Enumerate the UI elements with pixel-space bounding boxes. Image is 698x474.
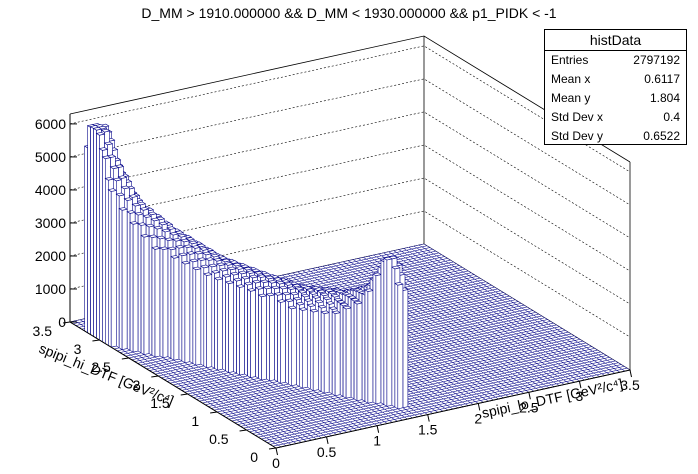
bin-bar xyxy=(117,175,128,179)
bin-bar xyxy=(95,131,106,136)
bin-bar xyxy=(228,282,234,374)
bin-bar xyxy=(118,207,128,211)
z-gridline xyxy=(69,78,631,206)
bin-bar xyxy=(247,288,251,379)
bin-bar xyxy=(102,156,106,345)
bin-bar xyxy=(87,125,91,336)
bin-bar xyxy=(151,247,156,358)
bin-bar xyxy=(285,299,289,385)
bin-bar xyxy=(233,278,237,374)
bin-bar xyxy=(99,148,103,343)
bin-bar xyxy=(290,307,297,387)
bin-bar xyxy=(255,286,259,379)
bin-bar xyxy=(110,190,117,348)
bin-bar xyxy=(109,165,120,170)
bin-bar xyxy=(162,248,169,359)
bin-bar xyxy=(140,234,145,356)
bin-bar xyxy=(195,268,202,366)
bin-bar xyxy=(98,147,109,151)
bin-bar xyxy=(181,261,186,364)
bin-bar xyxy=(225,281,229,374)
bin-bar xyxy=(173,256,180,361)
bin-bar xyxy=(189,259,194,365)
bin-bar xyxy=(261,295,267,381)
bin-bar xyxy=(137,223,142,354)
bin-bar xyxy=(296,302,300,388)
bin-bar xyxy=(96,132,100,341)
bin-bar xyxy=(148,235,153,356)
bin-bar xyxy=(200,265,205,367)
bin-bar xyxy=(211,270,215,370)
bin-bar xyxy=(206,274,213,369)
z-gridline xyxy=(69,45,631,173)
histogram-bars xyxy=(69,123,631,449)
bin-bar xyxy=(120,185,131,190)
bin-bar xyxy=(244,282,248,377)
bin-bar xyxy=(167,247,172,360)
bin-bar xyxy=(159,247,164,359)
bin-bar xyxy=(118,207,123,351)
bin-bar xyxy=(288,306,292,387)
bin-bar xyxy=(170,255,175,361)
bin-bar xyxy=(112,177,123,182)
bin-bar xyxy=(154,247,161,358)
bin-bar xyxy=(100,128,111,133)
bin-bar xyxy=(203,273,207,369)
bin-bar xyxy=(214,277,218,371)
bin-bar xyxy=(121,208,128,351)
bin-bar xyxy=(105,177,109,346)
bin-bar xyxy=(107,188,118,192)
bin-bar xyxy=(116,193,120,349)
bin-bar xyxy=(129,221,134,353)
z-gridline xyxy=(69,177,631,305)
bin-bar xyxy=(108,189,112,348)
bin-bar xyxy=(104,176,115,181)
bin-bar xyxy=(92,126,103,131)
bin-bar xyxy=(90,126,94,337)
bin-bar xyxy=(222,274,226,372)
bin-bar xyxy=(103,141,114,146)
bin-bar xyxy=(280,300,286,384)
bin-bar xyxy=(266,293,270,382)
bin-bar xyxy=(143,235,150,356)
bin-bar xyxy=(123,197,134,201)
bin-bar xyxy=(236,285,240,376)
bin-bar xyxy=(258,294,262,381)
bin-bar xyxy=(192,267,197,366)
bin-bar xyxy=(178,253,183,362)
bin-bar xyxy=(101,155,112,160)
z-gridline xyxy=(69,111,631,239)
bin-bar xyxy=(84,145,88,334)
bin-bar xyxy=(239,286,245,376)
bin-bar xyxy=(184,262,191,364)
bin-bar xyxy=(128,194,139,198)
bin-bar xyxy=(217,278,223,371)
bin-bar xyxy=(250,289,256,379)
bin-bar xyxy=(93,127,97,339)
bin-bar xyxy=(274,292,278,383)
bin-bar xyxy=(115,192,126,197)
bin-bar xyxy=(126,211,131,351)
z-gridline xyxy=(69,144,631,272)
bin-bar xyxy=(277,300,281,384)
bin-bar xyxy=(132,222,139,353)
bin-bar xyxy=(269,294,275,382)
